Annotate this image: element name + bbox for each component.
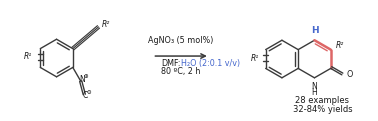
Text: R²: R² [101,20,110,29]
Text: H: H [311,26,318,35]
Text: R¹: R¹ [251,53,259,63]
Text: 80 ºC, 2 h: 80 ºC, 2 h [161,67,201,76]
Text: ⊕: ⊕ [83,74,88,79]
Text: R²: R² [336,41,344,50]
Text: N: N [311,82,317,91]
Text: H₂O (2:0.1 v/v): H₂O (2:0.1 v/v) [181,59,240,68]
Text: N: N [79,75,85,84]
Text: 28 examples: 28 examples [295,96,349,105]
Text: H: H [311,88,317,97]
Text: ⊖: ⊖ [87,90,91,95]
Text: C: C [83,91,88,100]
Text: AgNO₃ (5 mol%): AgNO₃ (5 mol%) [149,36,214,45]
Text: DMF:: DMF: [161,59,181,68]
Text: 32-84% yields: 32-84% yields [293,106,352,114]
Text: R¹: R¹ [24,52,33,60]
Text: O: O [347,70,353,79]
